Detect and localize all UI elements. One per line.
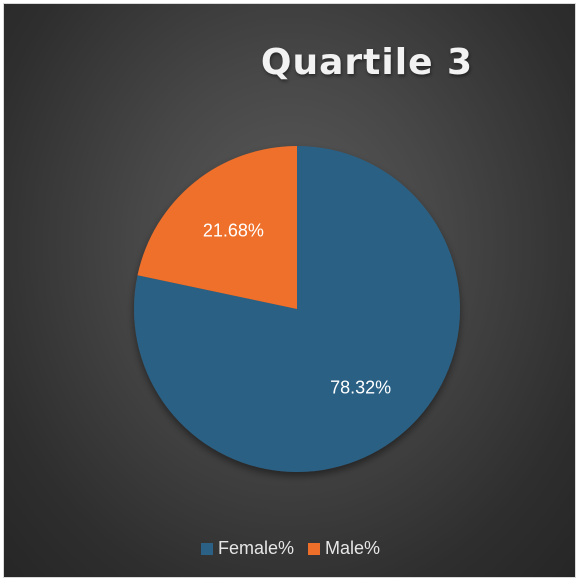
- pie-slice-male: [137, 145, 297, 309]
- chart-title: Quartile 3: [260, 42, 474, 83]
- pie-slice-female: [133, 146, 460, 472]
- pie-chart: 78.32% 21.68%: [133, 145, 460, 472]
- legend: Female% Male%: [4, 538, 575, 559]
- legend-item-male: Male%: [308, 538, 380, 559]
- data-label-male: 21.68%: [203, 221, 264, 241]
- legend-swatch-male: [308, 542, 320, 555]
- chart-area: Quartile 3 78.32% 21.68% Female% Male%: [3, 3, 576, 578]
- legend-label-female: Female%: [217, 538, 294, 558]
- data-label-female: 78.32%: [330, 378, 391, 398]
- legend-swatch-female: [200, 542, 213, 555]
- legend-item-female: Female%: [200, 538, 294, 559]
- legend-label-male: Male%: [325, 538, 381, 558]
